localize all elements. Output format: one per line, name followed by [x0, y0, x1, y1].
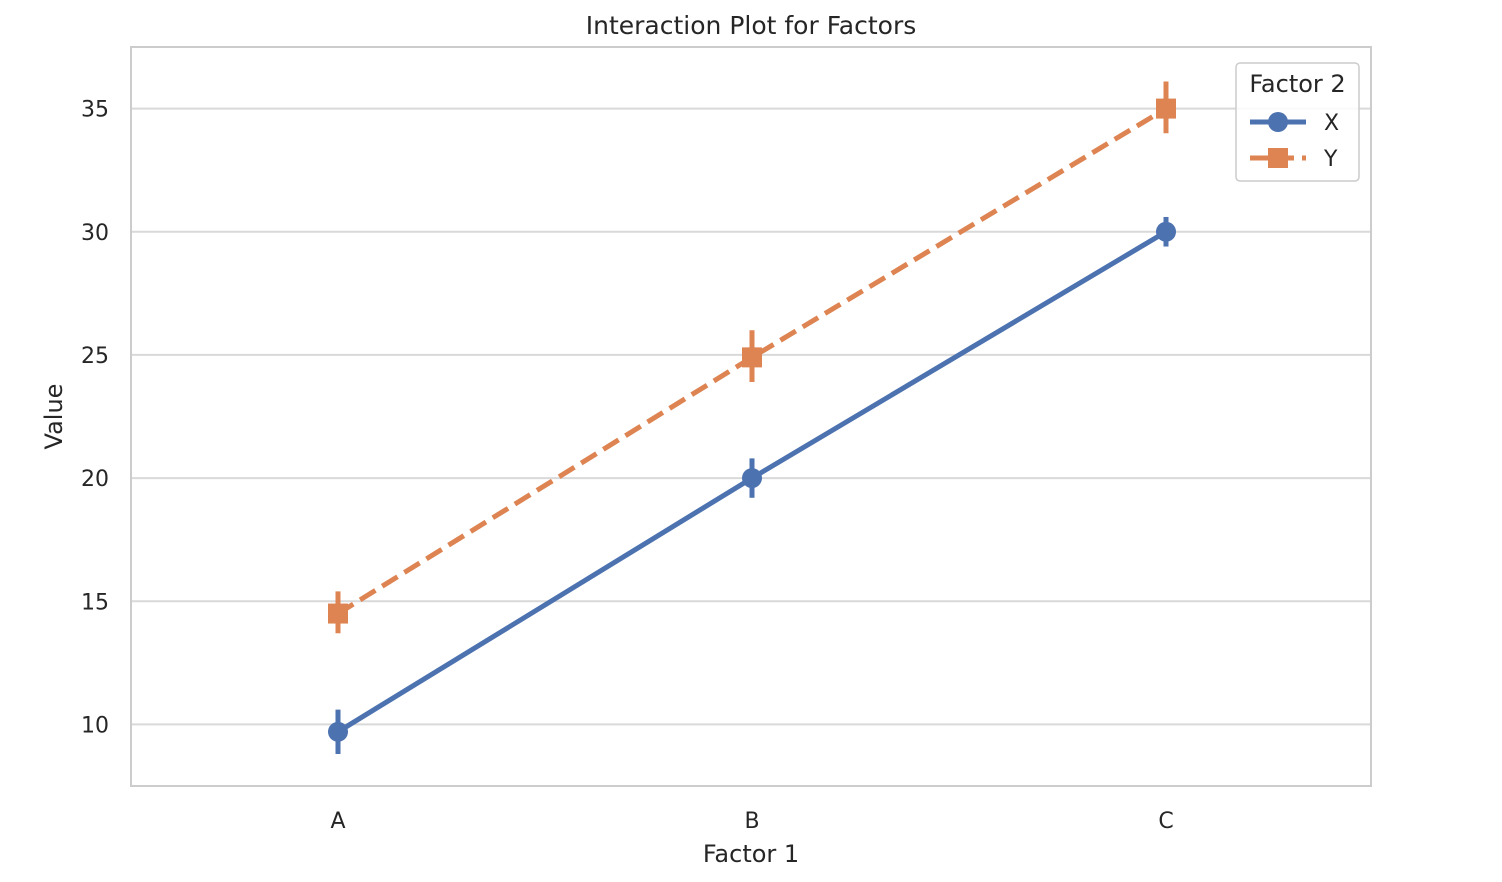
legend-item-y: Y [1250, 147, 1338, 172]
y-tick-label: 35 [81, 98, 109, 123]
series-layer [328, 81, 1176, 754]
gridlines [131, 107, 1371, 726]
y-tick-label: 25 [81, 344, 109, 369]
plot-area-frame [130, 46, 1372, 787]
x-tick-label: B [744, 809, 759, 834]
data-point [742, 347, 762, 368]
legend: Factor 2 XY [1235, 62, 1360, 182]
data-point [1156, 98, 1176, 119]
x-tick-label: A [330, 809, 345, 834]
legend-item-x: X [1250, 111, 1339, 136]
y-tick-label: 30 [81, 221, 109, 246]
legend-title: Factor 2 [1249, 70, 1345, 98]
y-axis-label: Value [40, 384, 68, 450]
data-point [328, 721, 348, 742]
data-point [1156, 221, 1176, 242]
series-line-y [336, 106, 1168, 616]
series-x [328, 216, 1176, 754]
x-axis-label: Factor 1 [703, 840, 799, 868]
data-point [742, 468, 762, 489]
y-tick-label: 15 [81, 590, 109, 615]
y-tick-label: 20 [81, 467, 109, 492]
legend-marker [1268, 148, 1288, 168]
chart-title: Interaction Plot for Factors [586, 11, 917, 40]
x-axis-ticks: A B C [330, 809, 1173, 834]
data-point [328, 603, 348, 624]
series-y [328, 81, 1176, 634]
legend-marker [1268, 112, 1288, 132]
legend-label: X [1324, 111, 1339, 136]
y-axis-ticks: 10 15 20 25 30 35 [81, 98, 109, 739]
legend-label: Y [1323, 147, 1338, 172]
y-tick-label: 10 [81, 713, 109, 738]
x-tick-label: C [1158, 809, 1173, 834]
legend-items: XY [1250, 111, 1339, 172]
